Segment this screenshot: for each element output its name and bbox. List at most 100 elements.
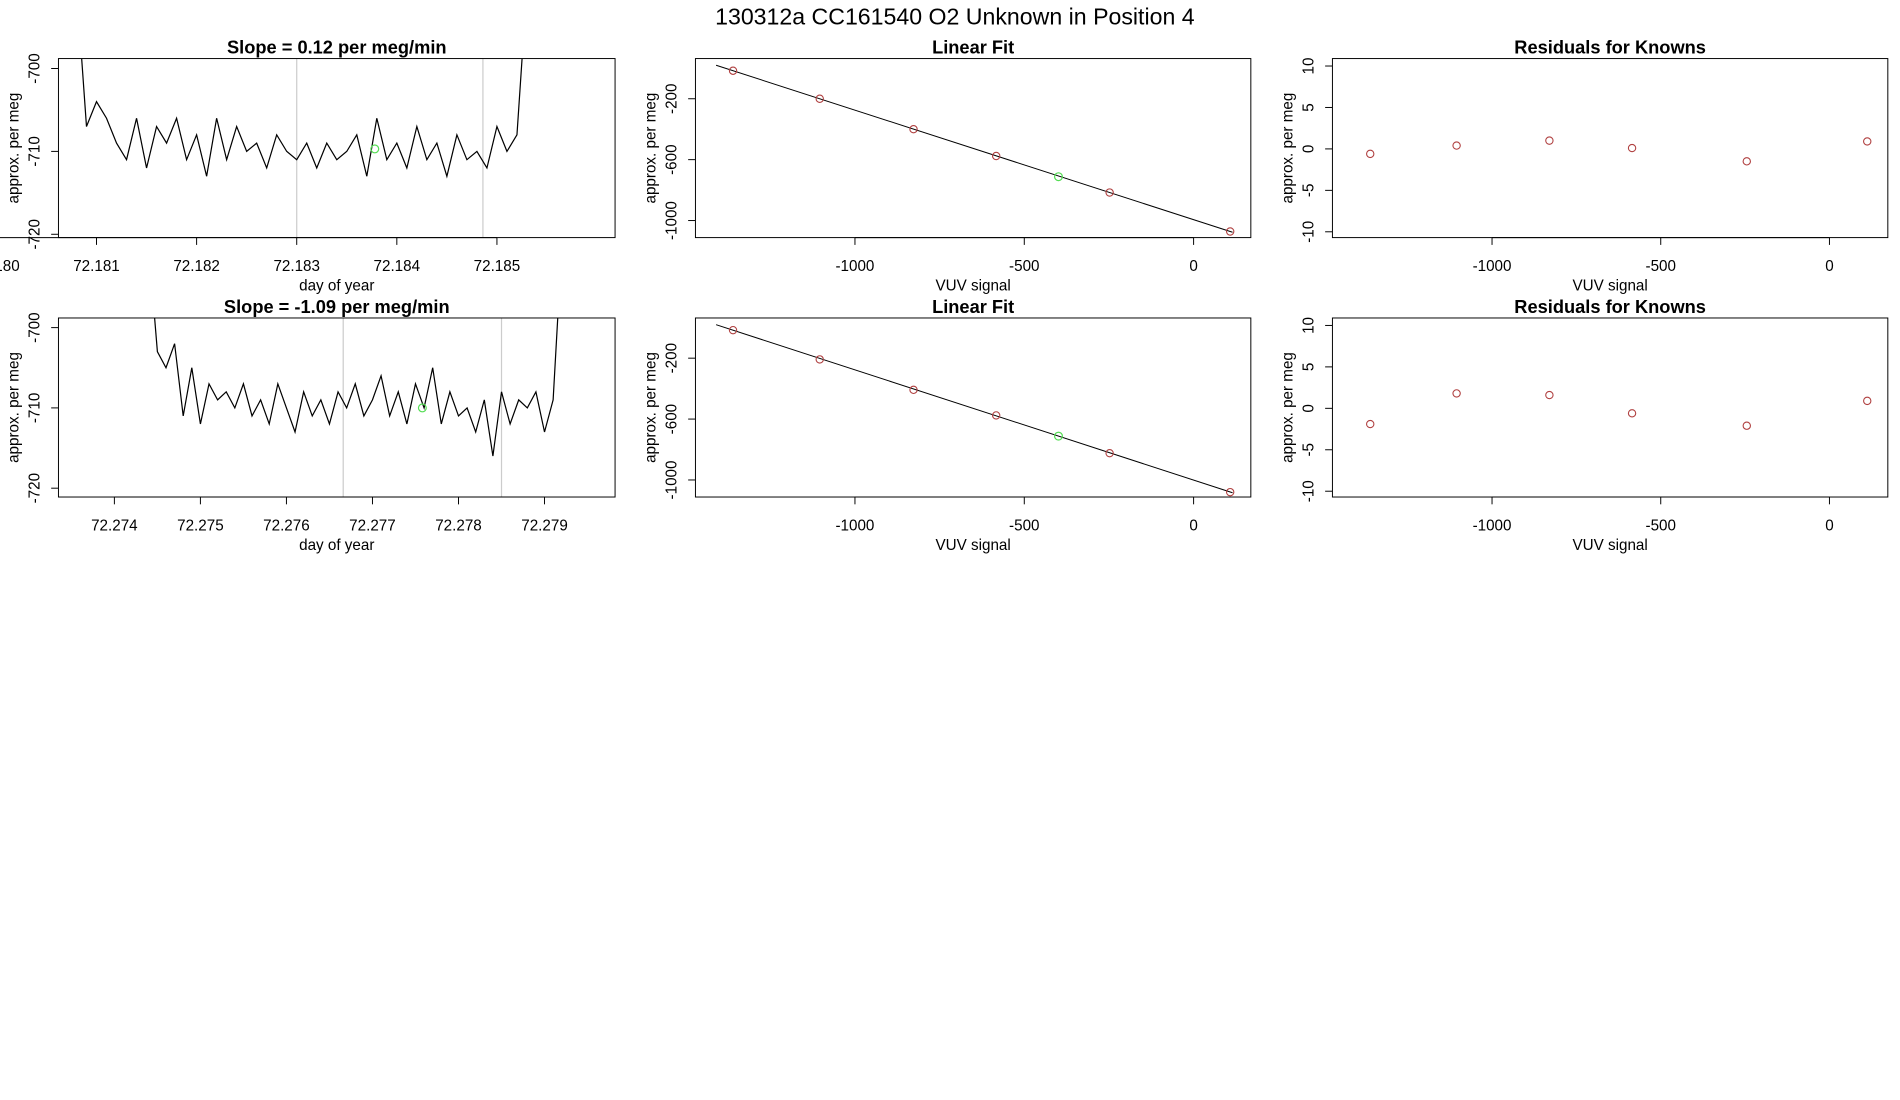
panel-title: Linear Fit xyxy=(932,37,1014,58)
data-point xyxy=(1545,390,1554,400)
plot-area xyxy=(1366,136,1872,166)
x-tick-label: 72.277 xyxy=(349,517,396,534)
y-tick-label: -5 xyxy=(1300,443,1317,457)
y-axis-label: approx. per meg xyxy=(643,352,660,463)
y-tick-label: -10 xyxy=(1300,221,1317,243)
y-tick-label: 10 xyxy=(1300,317,1317,334)
x-tick-label: 0 xyxy=(1189,258,1197,275)
data-point xyxy=(909,124,918,134)
data-point xyxy=(1452,389,1461,398)
x-tick-label: 0 xyxy=(1189,517,1197,534)
fit-line xyxy=(715,64,1233,233)
x-axis-label: VUV signal xyxy=(1572,537,1647,554)
y-tick-label: -710 xyxy=(26,136,43,166)
data-point xyxy=(1863,137,1872,146)
x-tick-label: 72.183 xyxy=(273,258,320,275)
y-tick-label: -720 xyxy=(26,473,43,503)
y-tick-label: -10 xyxy=(1300,480,1317,502)
x-axis-label: VUV signal xyxy=(935,277,1010,294)
y-tick-label: 0 xyxy=(1300,404,1317,412)
x-tick-label: -1000 xyxy=(1473,258,1512,275)
x-tick-label: -1000 xyxy=(835,517,874,534)
x-tick-label: 72.274 xyxy=(91,517,138,534)
panel-title: Slope = 0.12 per meg/min xyxy=(227,37,447,58)
x-tick-label: 72.184 xyxy=(374,258,421,275)
y-tick-label: -700 xyxy=(26,312,43,342)
x-axis-label: day of year xyxy=(299,537,374,554)
fit-line xyxy=(715,324,1233,494)
data-point xyxy=(1366,149,1375,159)
x-tick-label: -500 xyxy=(1009,258,1039,275)
data-point xyxy=(1105,188,1114,197)
x-tick-label: 72.279 xyxy=(521,517,568,534)
data-point xyxy=(1366,419,1375,429)
y-tick-label: -1000 xyxy=(663,460,680,499)
x-tick-label: 72.180 xyxy=(0,258,20,275)
y-tick-label: 5 xyxy=(1300,363,1317,371)
x-tick-label: 0 xyxy=(1825,258,1833,275)
highlight-point xyxy=(417,403,427,413)
panel-title: Residuals for Knowns xyxy=(1514,37,1706,58)
highlight-point xyxy=(370,144,380,154)
data-line xyxy=(154,317,559,457)
data-point xyxy=(1627,409,1637,418)
y-axis-label: approx. per meg xyxy=(6,352,23,463)
y-tick-label: 5 xyxy=(1300,103,1317,111)
data-point xyxy=(1863,396,1872,406)
plot-area xyxy=(81,58,523,238)
data-point xyxy=(815,94,824,103)
x-tick-label: -1000 xyxy=(835,258,874,275)
plot-area xyxy=(715,64,1235,236)
y-tick-label: -700 xyxy=(26,53,43,83)
x-axis-label: VUV signal xyxy=(935,537,1010,554)
y-axis-label: approx. per meg xyxy=(643,93,660,204)
data-point xyxy=(1105,448,1114,458)
plot-area xyxy=(1366,389,1872,430)
x-tick-label: 72.278 xyxy=(435,517,482,534)
data-point xyxy=(728,66,738,75)
y-tick-label: 10 xyxy=(1300,58,1317,75)
y-tick-label: -200 xyxy=(663,84,680,114)
data-point xyxy=(815,355,824,364)
y-tick-label: -710 xyxy=(26,393,43,423)
data-point xyxy=(1742,421,1751,430)
x-tick-label: 0 xyxy=(1825,517,1833,534)
y-tick-label: -720 xyxy=(26,219,43,249)
highlight-point xyxy=(1053,431,1063,441)
figure-title: 130312a CC161540 O2 Unknown in Position … xyxy=(715,3,1195,29)
y-tick-label: -600 xyxy=(663,144,680,174)
data-point xyxy=(728,325,738,335)
plot-area xyxy=(715,324,1235,497)
y-tick-label: -600 xyxy=(663,404,680,434)
x-axis-label: day of year xyxy=(299,277,374,294)
data-point xyxy=(1742,157,1751,166)
x-tick-label: -500 xyxy=(1646,258,1676,275)
x-tick-label: -1000 xyxy=(1473,517,1512,534)
plot-area xyxy=(154,317,559,498)
x-tick-label: -500 xyxy=(1646,517,1676,534)
data-point xyxy=(1627,143,1637,153)
panel-title: Slope = -1.09 per meg/min xyxy=(224,296,450,317)
y-axis-label: approx. per meg xyxy=(1280,93,1297,204)
data-line xyxy=(81,58,523,179)
data-point xyxy=(991,411,1001,420)
y-axis-label: approx. per meg xyxy=(1280,352,1297,463)
panel-title: Linear Fit xyxy=(932,296,1014,317)
x-tick-label: 72.275 xyxy=(177,517,224,534)
data-point xyxy=(1225,227,1235,236)
data-point xyxy=(1452,141,1461,150)
x-axis-label: VUV signal xyxy=(1572,277,1647,294)
x-tick-label: 72.181 xyxy=(73,258,120,275)
data-point xyxy=(991,151,1001,161)
data-point xyxy=(1225,487,1235,497)
x-tick-label: -500 xyxy=(1009,517,1039,534)
highlight-point xyxy=(1053,172,1063,182)
y-tick-label: -5 xyxy=(1300,184,1317,198)
y-tick-label: -200 xyxy=(663,343,680,373)
x-tick-label: 72.276 xyxy=(263,517,310,534)
x-tick-label: 72.185 xyxy=(474,258,521,275)
y-axis-label: approx. per meg xyxy=(6,93,23,204)
